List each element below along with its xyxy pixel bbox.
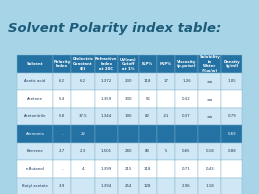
Text: Solvent Polarity index table:: Solvent Polarity index table: [8, 22, 221, 35]
